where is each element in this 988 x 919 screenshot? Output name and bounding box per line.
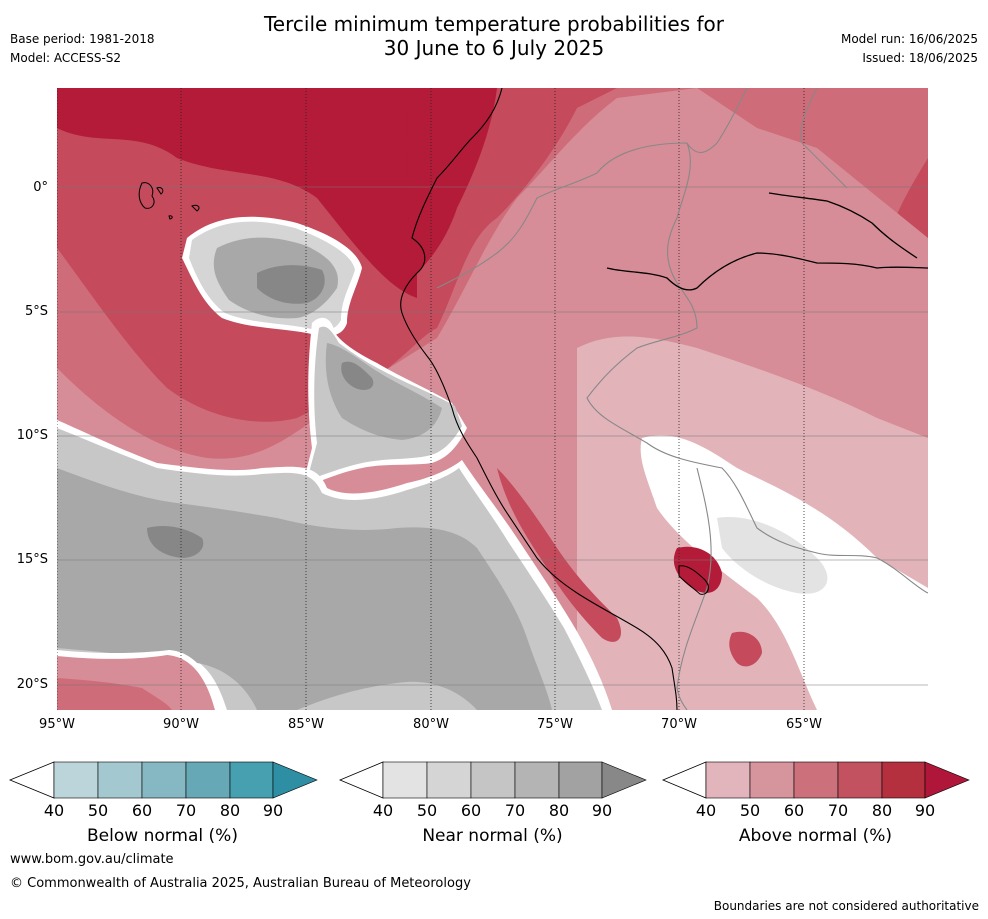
legend-tick: 50 <box>87 801 109 820</box>
legend-swatch <box>793 761 839 799</box>
legend-swatch <box>382 761 428 799</box>
model-run-text: Model run: 16/06/2025 <box>840 32 978 46</box>
legend-swatch <box>514 761 560 799</box>
lon-label-75w: 75°W <box>537 717 573 732</box>
lon-label-90w: 90°W <box>163 717 199 732</box>
region-near-90-central <box>341 361 374 390</box>
legend-tick: 90 <box>262 801 284 820</box>
website-link[interactable]: www.bom.gov.au/climate <box>10 852 174 867</box>
copyright-text: © Commonwealth of Australia 2025, Austra… <box>10 876 471 891</box>
region-above-70-southwest <box>57 678 172 710</box>
lake-titicaca <box>678 565 709 595</box>
lat-label-10s: 10°S <box>16 428 48 443</box>
galapagos-islands <box>138 182 200 220</box>
lat-label-5s: 5°S <box>24 304 48 319</box>
legend-above-bar <box>661 761 970 799</box>
legend-swatch <box>881 761 926 799</box>
legend-tick: 40 <box>372 801 394 820</box>
title-line-1: Tercile minimum temperature probabilitie… <box>263 12 725 36</box>
legend-tick: 40 <box>43 801 65 820</box>
map-title: Tercile minimum temperature probabilitie… <box>0 12 988 60</box>
legend-tick: 60 <box>783 801 805 820</box>
legend-swatch <box>749 761 795 799</box>
legend-swatch <box>272 761 318 799</box>
title-line-2: 30 June to 6 July 2025 <box>383 36 605 60</box>
legend-swatch <box>601 761 647 799</box>
legend-tick: 80 <box>871 801 893 820</box>
legend-swatch <box>837 761 883 799</box>
region-above-90-titicaca <box>673 546 722 593</box>
legend-tick: 60 <box>131 801 153 820</box>
legend-swatch <box>97 761 143 799</box>
lat-label-15s: 15°S <box>16 552 48 567</box>
amazon-river <box>606 192 929 291</box>
legend-tick: 90 <box>914 801 936 820</box>
lon-label-85w: 85°W <box>288 717 324 732</box>
legend-bars <box>8 761 970 799</box>
legend-below-label: Below normal (%) <box>87 826 238 846</box>
lon-label-70w: 70°W <box>661 717 697 732</box>
legend-swatch <box>705 761 751 799</box>
region-above-90-coast <box>407 88 497 273</box>
region-above-80-bolivia <box>729 631 762 667</box>
legend-swatch <box>924 761 970 799</box>
issued-text: Issued: 18/06/2025 <box>862 51 978 65</box>
legend-tick: 40 <box>695 801 717 820</box>
lon-label-95w: 95°W <box>39 717 75 732</box>
coastline <box>400 87 678 711</box>
lon-label-80w: 80°W <box>413 717 449 732</box>
region-near-40-east <box>717 517 828 594</box>
probability-map <box>56 87 929 711</box>
legend-tick: 70 <box>827 801 849 820</box>
base-period-text: Base period: 1981-2018 <box>10 32 155 46</box>
legend-above-label: Above normal (%) <box>738 826 893 846</box>
region-near-90-north <box>257 265 325 304</box>
legend-swatch <box>141 761 187 799</box>
model-text: Model: ACCESS-S2 <box>10 51 122 65</box>
region-above-80-coast <box>497 468 622 642</box>
legend-tick: 50 <box>739 801 761 820</box>
lat-label-20s: 20°S <box>16 677 48 692</box>
legend-swatch <box>53 761 99 799</box>
map-svg <box>56 87 929 711</box>
legend-swatch <box>185 761 231 799</box>
lon-label-65w: 65°W <box>786 717 822 732</box>
lat-label-0: 0° <box>33 180 48 195</box>
disclaimer-text: Boundaries are not considered authoritat… <box>713 899 979 913</box>
legend-swatch <box>229 761 274 799</box>
country-borders <box>436 87 929 711</box>
legend-below-bar <box>8 761 318 799</box>
legend-tick: 70 <box>504 801 526 820</box>
legend-near-bar <box>338 761 647 799</box>
lat-grid <box>57 186 928 686</box>
legend-tick: 80 <box>219 801 241 820</box>
legend-tick: 70 <box>175 801 197 820</box>
legend-swatch <box>426 761 472 799</box>
legend-swatch <box>558 761 603 799</box>
legend-tick: 80 <box>548 801 570 820</box>
legend-swatch <box>470 761 516 799</box>
legend-near-label: Near normal (%) <box>422 826 563 846</box>
legend-tick: 90 <box>591 801 613 820</box>
legend-tick: 60 <box>460 801 482 820</box>
legend-tick: 50 <box>416 801 438 820</box>
region-near-90-south <box>147 526 204 558</box>
